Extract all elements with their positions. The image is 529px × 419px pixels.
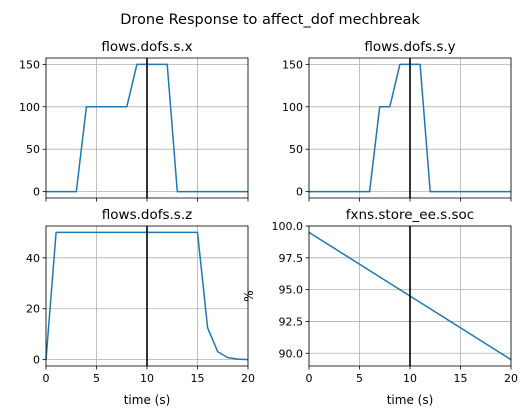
y-tick-label-x-0: 0 xyxy=(33,186,40,199)
y-tick-label-soc-3: 97.5 xyxy=(279,252,304,265)
x-tick-label-z-0: 0 xyxy=(43,372,50,385)
subplot-title-x: flows.dofs.s.x xyxy=(101,39,192,55)
y-tick-label-soc-0: 90.0 xyxy=(279,347,304,360)
x-tick-label-soc-1: 5 xyxy=(356,372,363,385)
x-tick-label-z-3: 15 xyxy=(191,372,205,385)
subplot-title-soc: fxns.store_ee.s.soc xyxy=(346,207,474,223)
y-tick-label-y-3: 150 xyxy=(282,58,303,71)
subplot-soc: 0 5 10 15 20 90.0 92.5 95.0 97.5 100.0 fxns.store_… xyxy=(242,207,518,407)
x-tick-label-soc-3: 15 xyxy=(454,372,468,385)
subplot-y: 0 50 100 150 flows.dofs.s.y xyxy=(282,39,512,202)
y-tick-label-z-0: 0 xyxy=(33,354,40,367)
y-tick-label-soc-4: 100.0 xyxy=(272,220,304,233)
y-tick-label-y-0: 0 xyxy=(296,186,303,199)
y-tick-label-z-1: 20 xyxy=(26,303,40,316)
y-tick-label-soc-1: 92.5 xyxy=(279,315,304,328)
y-tick-label-y-2: 100 xyxy=(282,101,303,114)
subplot-title-y: flows.dofs.s.y xyxy=(364,39,455,55)
y-tick-label-x-3: 150 xyxy=(19,58,40,71)
subplot-z: 0 5 10 15 20 0 20 40 flows.dofs.s.z time (s) xyxy=(26,207,255,407)
x-tick-label-soc-0: 0 xyxy=(306,372,313,385)
x-tick-label-z-1: 5 xyxy=(93,372,100,385)
x-tick-label-soc-2: 10 xyxy=(403,372,417,385)
subplot-x: 0 50 100 150 flows.dofs.s.x xyxy=(19,39,249,202)
y-tick-label-y-1: 50 xyxy=(289,143,303,156)
y-tick-label-x-1: 50 xyxy=(26,143,40,156)
x-axis-label-soc: time (s) xyxy=(387,393,434,407)
y-tick-label-soc-2: 95.0 xyxy=(279,284,304,297)
x-tick-label-soc-4: 20 xyxy=(504,372,518,385)
x-axis-label-z: time (s) xyxy=(124,393,171,407)
x-tick-label-z-2: 10 xyxy=(140,372,154,385)
figure-suptitle: Drone Response to affect_dof mechbreak xyxy=(120,12,420,28)
y-tick-label-z-2: 40 xyxy=(26,252,40,265)
y-axis-label-soc: % xyxy=(242,290,256,301)
subplot-title-z: flows.dofs.s.z xyxy=(102,207,192,223)
x-tick-label-z-4: 20 xyxy=(241,372,255,385)
y-tick-label-x-2: 100 xyxy=(19,101,40,114)
